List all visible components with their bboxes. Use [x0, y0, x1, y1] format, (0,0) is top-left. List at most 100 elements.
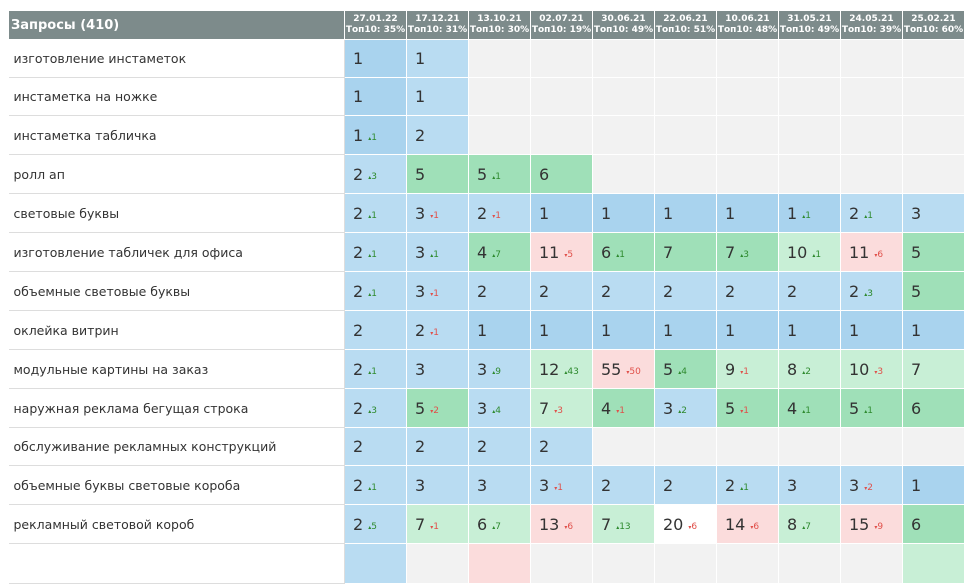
position-gain-delta: ▴1 — [368, 367, 377, 377]
arrow-up-icon: ▴ — [492, 368, 496, 376]
position-value: 1 — [911, 475, 922, 495]
query-cell[interactable]: наружная реклама бегущая строка — [8, 388, 345, 428]
position-cell: 4 ▴1 — [778, 388, 841, 428]
arrow-up-icon: ▴ — [678, 368, 682, 376]
query-cell[interactable]: инстаметка на ножке — [8, 77, 345, 116]
table-row: объемные световые буквы 2 ▴1 3 ▾1 2 2 2 2 2 2 2 ▴3 5 — [8, 271, 965, 311]
empty-position-cell — [840, 77, 903, 116]
query-cell[interactable]: изготовление инстаметок — [8, 39, 345, 78]
date-column-header[interactable]: 27.01.22 Топ10: 35% — [344, 10, 407, 40]
position-gain-delta: ▴3 — [368, 406, 377, 416]
date-column-header[interactable]: 25.02.21 Топ10: 60% — [902, 10, 965, 40]
position-cell: 2 — [344, 310, 407, 350]
arrow-down-icon: ▾ — [688, 523, 692, 531]
table-row: инстаметка на ножке 1 1 — [8, 77, 965, 116]
arrow-up-icon: ▴ — [492, 407, 496, 415]
date-label: 27.01.22 — [353, 14, 398, 24]
position-value: 2 — [725, 475, 736, 495]
position-cell: 2 ▴5 — [344, 504, 407, 544]
date-label: 22.06.21 — [663, 14, 708, 24]
position-gain-delta: ▴3 — [740, 250, 749, 260]
query-cell[interactable]: объемные буквы световые короба — [8, 465, 345, 505]
arrow-up-icon: ▴ — [802, 212, 806, 220]
empty-position-cell — [530, 39, 593, 78]
position-gain-delta: ▴7 — [492, 250, 501, 260]
date-column-header[interactable]: 10.06.21 Топ10: 48% — [716, 10, 779, 40]
arrow-up-icon: ▴ — [368, 368, 372, 376]
delta-value: 1 — [371, 249, 377, 260]
date-column-header[interactable]: 22.06.21 Топ10: 51% — [654, 10, 717, 40]
delta-value: 1 — [433, 521, 439, 532]
date-label: 02.07.21 — [539, 14, 584, 24]
empty-position-cell — [778, 543, 841, 584]
position-cell: 7 ▴13 — [592, 504, 655, 544]
position-value: 1 — [539, 320, 550, 340]
arrow-down-icon: ▾ — [626, 368, 630, 376]
query-cell[interactable]: обслуживание рекламных конструкций — [8, 427, 345, 466]
date-label: 10.06.21 — [725, 14, 770, 24]
position-cell: 1 — [840, 310, 903, 350]
position-value: 1 — [787, 320, 798, 340]
date-column-header[interactable]: 13.10.21 Топ10: 30% — [468, 10, 531, 40]
position-cell: 2 — [654, 465, 717, 505]
delta-value: 5 — [371, 521, 377, 532]
position-value: 2 — [477, 281, 488, 301]
position-value: 3 — [415, 475, 426, 495]
query-cell[interactable] — [8, 543, 345, 584]
position-drop-delta: ▾6 — [688, 522, 697, 532]
position-value: 2 — [353, 437, 364, 456]
position-value: 12 — [539, 359, 560, 379]
position-value: 20 — [663, 514, 684, 534]
query-cell[interactable]: модульные картины на заказ — [8, 349, 345, 389]
empty-position-cell — [778, 154, 841, 194]
position-value: 2 — [725, 281, 736, 301]
table-row: наружная реклама бегущая строка 2 ▴3 5 ▾2 3 ▴4… — [8, 388, 965, 428]
position-gain-delta: ▴1 — [616, 250, 625, 260]
query-cell[interactable]: оклейка витрин — [8, 310, 345, 350]
arrow-up-icon: ▴ — [740, 251, 744, 259]
position-cell: 1 — [530, 193, 593, 233]
query-cell[interactable]: световые буквы — [8, 193, 345, 233]
arrow-up-icon: ▴ — [616, 251, 620, 259]
arrow-down-icon: ▾ — [740, 407, 744, 415]
position-value: 3 — [477, 475, 488, 495]
query-cell[interactable]: рекламный световой короб — [8, 504, 345, 544]
date-column-header[interactable]: 17.12.21 Топ10: 31% — [406, 10, 469, 40]
position-value: 1 — [663, 203, 674, 223]
delta-value: 50 — [629, 366, 641, 377]
delta-value: 3 — [371, 405, 377, 416]
position-cell: 12 ▴43 — [530, 349, 593, 389]
position-value: 2 — [353, 203, 364, 223]
position-cell: 1 — [716, 193, 779, 233]
query-cell[interactable]: объемные световые буквы — [8, 271, 345, 311]
position-value: 3 — [477, 398, 488, 418]
date-column-header[interactable]: 30.06.21 Топ10: 49% — [592, 10, 655, 40]
position-value: 2 — [415, 320, 426, 340]
position-value: 6 — [911, 514, 922, 534]
date-column-header[interactable]: 31.05.21 Топ10: 49% — [778, 10, 841, 40]
date-label: 30.06.21 — [601, 14, 646, 24]
position-cell: 2 — [530, 271, 593, 311]
table-row: оклейка витрин 2 2 ▾1 1 1 1 1 1 1 1 1 — [8, 310, 965, 350]
position-cell: 2 ▴1 — [344, 193, 407, 233]
empty-position-cell — [654, 39, 717, 78]
position-cell: 5 — [902, 271, 965, 311]
query-cell[interactable]: ролл ап — [8, 154, 345, 194]
positions-table: Запросы (410) 27.01.22 Топ10: 35% 17.12.2… — [8, 10, 965, 584]
position-cell: 3 ▾1 — [406, 271, 469, 311]
position-cell: 1 — [592, 193, 655, 233]
empty-position-cell — [530, 543, 593, 584]
position-value: 2 — [601, 281, 612, 301]
query-cell[interactable]: изготовление табличек для офиса — [8, 232, 345, 272]
queries-column-header[interactable]: Запросы (410) — [8, 10, 345, 40]
query-cell[interactable]: инстаметка табличка — [8, 115, 345, 155]
delta-value: 4 — [681, 366, 687, 377]
date-column-header[interactable]: 02.07.21 Топ10: 19% — [530, 10, 593, 40]
position-cell: 2 — [468, 271, 531, 311]
position-value: 2 — [849, 203, 860, 223]
position-gain-delta: ▴3 — [864, 289, 873, 299]
position-gain-delta: ▴3 — [368, 172, 377, 182]
date-column-header[interactable]: 24.05.21 Топ10: 39% — [840, 10, 903, 40]
position-cell: 5 ▴1 — [468, 154, 531, 194]
position-value: 3 — [415, 359, 426, 379]
